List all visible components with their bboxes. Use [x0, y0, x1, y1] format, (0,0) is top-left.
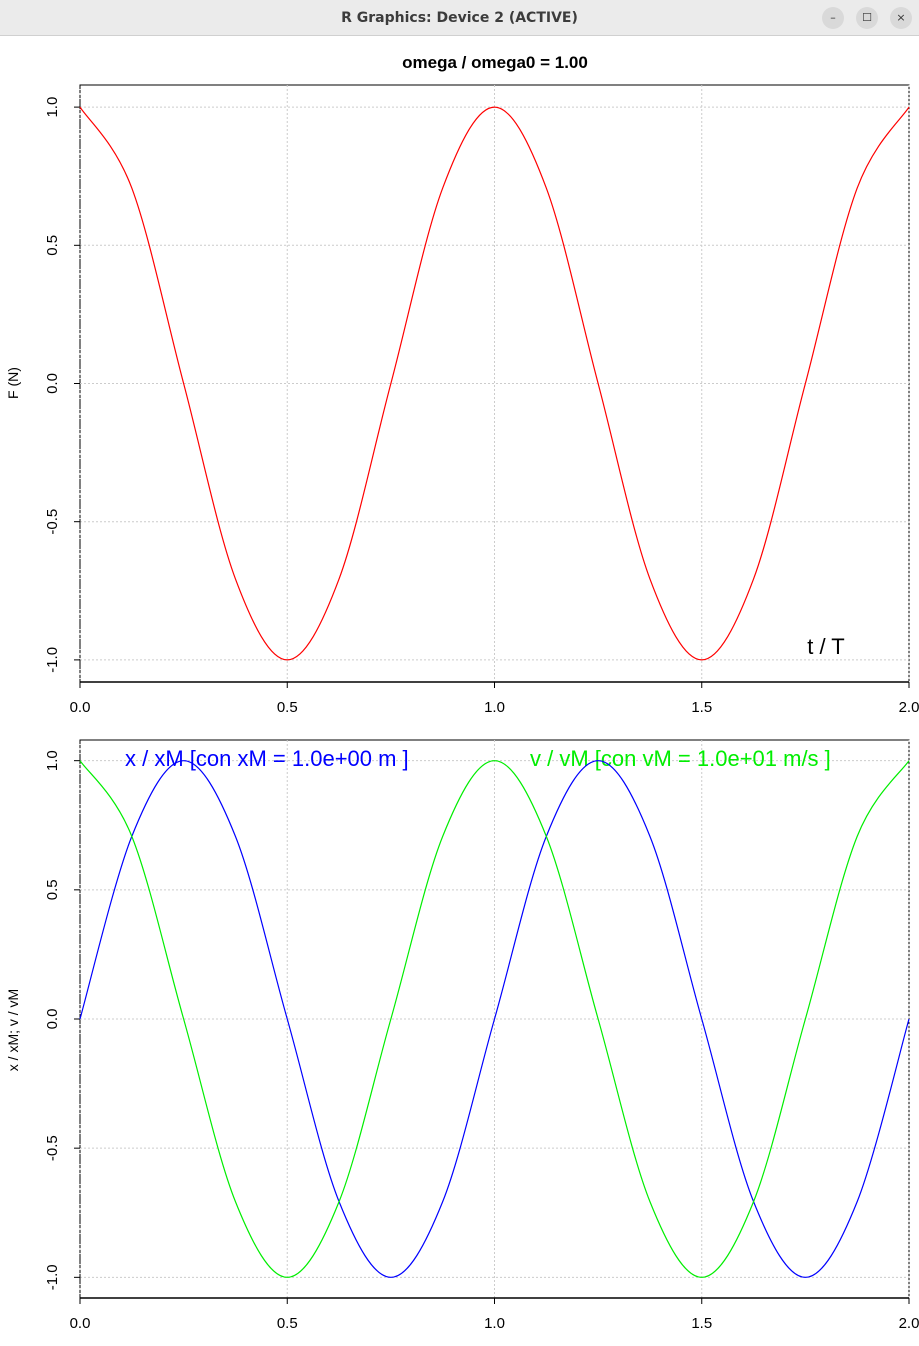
bottom-chart-ylabel: x / xM; v / vM	[5, 989, 21, 1071]
bottom-chart: x / xM; v / vM x / xM [con xM = 1.0e+00 …	[5, 739, 919, 1332]
top-chart-title: omega / omega0 = 1.00	[402, 53, 588, 72]
bottom-x-tick-label: 2.0	[899, 1315, 919, 1332]
legend-text-v: v / vM [con vM = 1.0e+01 m/s ]	[530, 746, 831, 771]
window-titlebar: R Graphics: Device 2 (ACTIVE) – ☐ ×	[0, 0, 919, 36]
bottom-x-tick-label: 1.0	[484, 1315, 505, 1332]
bottom-series-line-1	[79, 760, 910, 1278]
bottom-x-tick-label: 0.5	[277, 1315, 298, 1332]
legend-text-x: x / xM [con xM = 1.0e+00 m ]	[125, 746, 409, 771]
window-title: R Graphics: Device 2 (ACTIVE)	[341, 10, 578, 26]
top-x-tick-label: 0.5	[277, 699, 298, 716]
top-x-tick-label: 2.0	[899, 699, 919, 716]
top-chart-annotation: t / T	[807, 634, 845, 659]
bottom-series-line-0	[79, 760, 910, 1278]
top-chart: omega / omega0 = 1.00 F (N) t / T 0.0 0.5…	[5, 53, 919, 716]
close-button[interactable]: ×	[890, 7, 912, 29]
top-y-tick-label: -1.0	[44, 647, 61, 673]
top-x-tick-label: 1.0	[484, 699, 505, 716]
top-y-tick-label: 0.0	[44, 373, 61, 394]
bottom-y-tick-label: -0.5	[44, 1135, 61, 1161]
bottom-y-tick-label: 0.0	[44, 1009, 61, 1030]
top-y-tick-label: 1.0	[44, 97, 61, 118]
bottom-x-tick-label: 1.5	[691, 1315, 712, 1332]
top-series-line-0	[79, 106, 910, 661]
top-y-tick-label: 0.5	[44, 235, 61, 256]
bottom-y-tick-label: 1.0	[44, 750, 61, 771]
top-y-tick-label: -0.5	[44, 509, 61, 535]
top-chart-ylabel: F (N)	[5, 367, 21, 399]
bottom-x-tick-label: 0.0	[70, 1315, 91, 1332]
top-x-tick-label: 1.5	[691, 699, 712, 716]
top-x-tick-label: 0.0	[70, 699, 91, 716]
bottom-y-tick-label: 0.5	[44, 879, 61, 900]
plot-canvas: omega / omega0 = 1.00 F (N) t / T 0.0 0.5…	[5, 53, 919, 1332]
maximize-button[interactable]: ☐	[856, 7, 878, 29]
bottom-y-tick-label: -1.0	[44, 1264, 61, 1290]
minimize-button[interactable]: –	[822, 7, 844, 29]
